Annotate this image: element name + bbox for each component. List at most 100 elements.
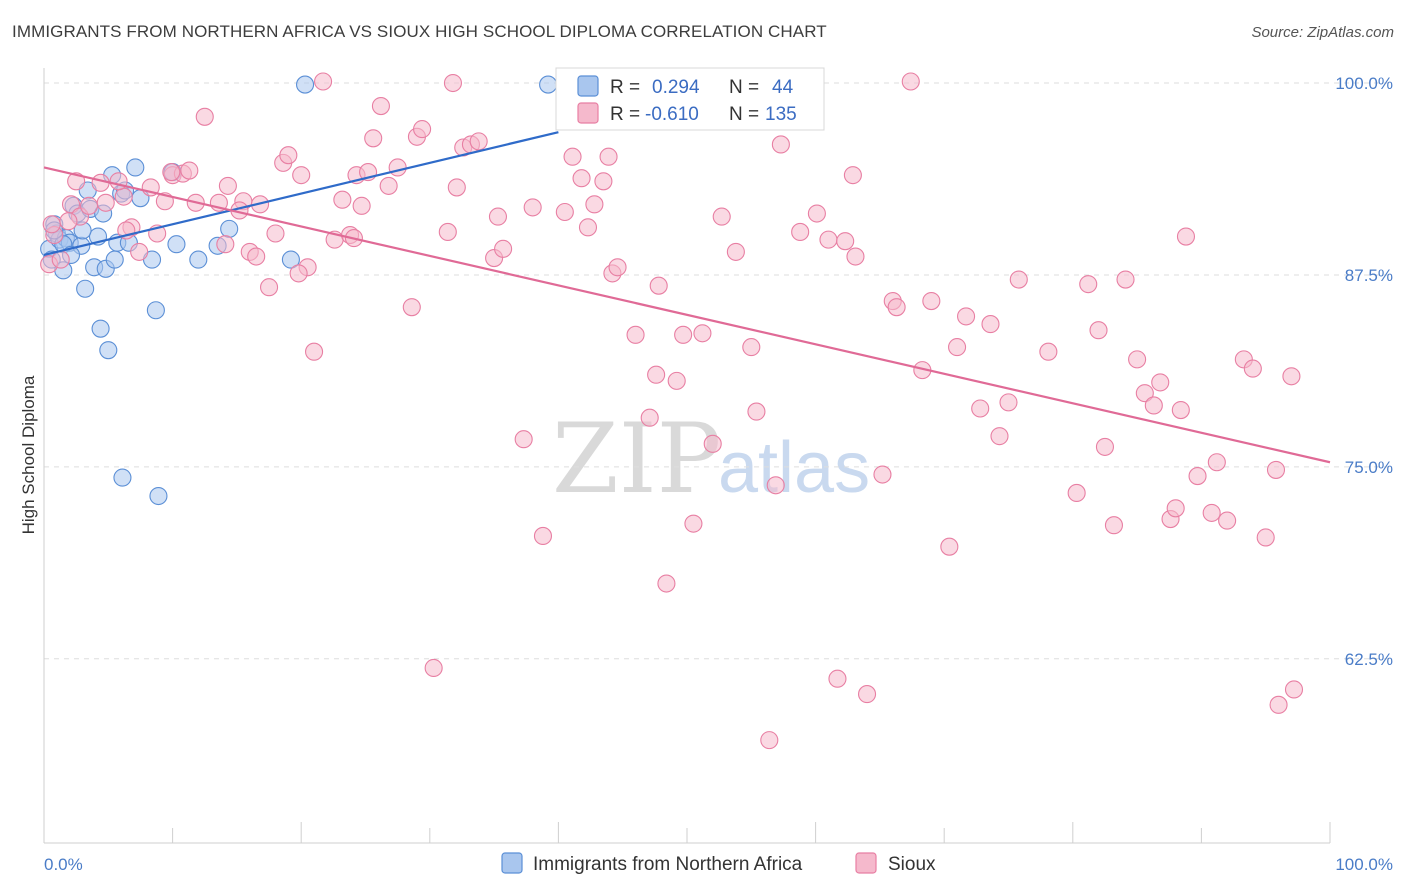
point-sioux xyxy=(843,166,862,185)
point-sioux xyxy=(747,402,766,421)
point-sioux xyxy=(828,669,847,688)
point-sioux xyxy=(887,298,906,317)
trendline-immigrants xyxy=(43,131,559,257)
point-sioux xyxy=(647,365,666,384)
point-sioux xyxy=(42,215,61,234)
point-sioux xyxy=(626,325,645,344)
point-sioux xyxy=(836,232,855,251)
point-sioux xyxy=(1079,275,1098,294)
point-sioux xyxy=(1188,467,1207,486)
point-immigrants xyxy=(105,250,124,269)
point-sioux xyxy=(96,193,115,212)
point-sioux xyxy=(218,176,237,195)
trendline-sioux xyxy=(43,166,1331,464)
y-tick-label: 87.5% xyxy=(1345,266,1393,285)
point-sioux xyxy=(572,169,591,188)
point-sioux xyxy=(364,129,383,148)
legend-n-label-pink: N = xyxy=(729,104,759,125)
point-immigrants xyxy=(296,75,315,94)
point-immigrants xyxy=(149,486,168,506)
legend-r-value-blue: 0.294 xyxy=(652,77,700,98)
point-sioux xyxy=(388,158,407,177)
legend-n-value-blue: 44 xyxy=(772,77,794,98)
point-sioux xyxy=(1243,359,1262,378)
legend-bottom-label-pink: Sioux xyxy=(888,854,936,875)
point-sioux xyxy=(266,224,285,243)
point-sioux xyxy=(846,247,865,266)
point-sioux xyxy=(292,166,311,185)
point-sioux xyxy=(1095,437,1114,456)
gridlines xyxy=(44,82,1393,660)
point-immigrants xyxy=(189,250,208,269)
point-sioux xyxy=(771,135,790,154)
point-immigrants xyxy=(76,279,95,298)
legend-n-value-pink: 135 xyxy=(765,104,797,125)
point-sioux xyxy=(424,658,443,678)
point-immigrants xyxy=(126,158,145,177)
y-tick-label: 75.0% xyxy=(1345,458,1393,477)
point-sioux xyxy=(1116,270,1135,289)
point-sioux xyxy=(59,212,78,231)
point-sioux xyxy=(703,434,722,453)
point-sioux xyxy=(760,731,779,750)
point-sioux xyxy=(1144,396,1163,415)
point-sioux xyxy=(247,247,266,266)
point-immigrants xyxy=(113,468,132,487)
point-sioux xyxy=(1266,460,1286,479)
point-sioux xyxy=(469,132,488,151)
legend-bottom: Immigrants from Northern Africa Sioux xyxy=(501,852,936,875)
point-immigrants xyxy=(146,301,165,320)
x-tick-label-max: 100.0% xyxy=(1335,855,1393,874)
point-sioux xyxy=(1284,680,1304,699)
point-sioux xyxy=(807,204,826,223)
point-sioux xyxy=(742,338,761,357)
point-sioux xyxy=(999,393,1018,412)
point-sioux xyxy=(981,315,1000,334)
legend-r-label-blue: R = xyxy=(610,77,640,98)
point-sioux xyxy=(684,514,703,533)
point-sioux xyxy=(766,476,785,495)
point-sioux xyxy=(819,230,838,249)
watermark-zip: ZIP xyxy=(552,403,721,515)
point-sioux xyxy=(1089,321,1108,340)
point-sioux xyxy=(1151,373,1170,392)
point-sioux xyxy=(940,537,959,556)
point-sioux xyxy=(667,371,686,390)
point-sioux xyxy=(67,172,86,191)
point-sioux xyxy=(514,430,533,449)
point-sioux xyxy=(352,196,371,215)
point-sioux xyxy=(162,163,181,182)
point-sioux xyxy=(1128,350,1147,369)
point-immigrants xyxy=(99,341,118,360)
point-sioux xyxy=(1202,503,1221,522)
legend-top: R = 0.294 N = 44 R = -0.610 N = 135 xyxy=(555,67,825,131)
point-sioux xyxy=(371,97,390,116)
point-sioux xyxy=(901,72,920,91)
point-sioux xyxy=(873,465,892,484)
point-sioux xyxy=(1039,342,1058,361)
point-sioux xyxy=(657,574,676,593)
point-sioux xyxy=(413,120,432,139)
point-sioux xyxy=(438,222,457,242)
point-sioux xyxy=(79,196,99,215)
point-sioux xyxy=(533,526,553,545)
point-sioux xyxy=(443,73,462,93)
watermark-atlas: atlas xyxy=(718,428,870,508)
point-immigrants xyxy=(281,250,300,269)
point-sioux xyxy=(109,172,128,191)
legend-bottom-swatch-blue xyxy=(501,852,523,874)
point-sioux xyxy=(1067,483,1086,503)
point-sioux xyxy=(305,342,324,361)
point-immigrants xyxy=(167,235,186,254)
point-sioux xyxy=(494,239,513,258)
y-tick-label: 100.0% xyxy=(1335,74,1393,93)
legend-swatch-pink xyxy=(577,102,599,124)
point-sioux xyxy=(289,264,308,283)
point-sioux xyxy=(379,176,398,195)
point-sioux xyxy=(599,147,618,166)
point-sioux xyxy=(216,235,235,254)
point-sioux xyxy=(402,298,421,317)
y-tick-labels: 62.5% 75.0% 87.5% 100.0% xyxy=(1335,74,1393,669)
legend-top-box xyxy=(555,67,825,131)
